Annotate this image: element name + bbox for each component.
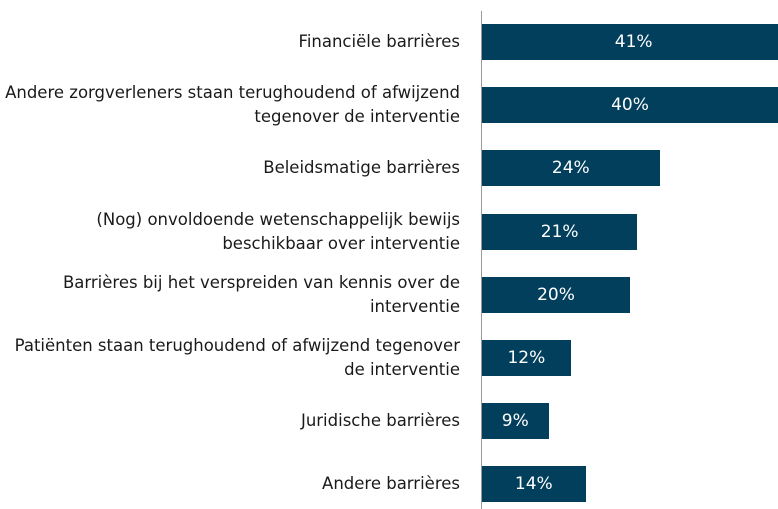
category-label: Beleidsmatige barrières — [263, 158, 460, 178]
category-label: Barrières bij het verspreiden van kennis… — [62, 272, 460, 316]
category-label: Andere barrières — [322, 474, 460, 494]
category-label: Financiële barrières — [298, 32, 460, 51]
bar — [482, 276, 630, 313]
value-label: 24% — [551, 158, 590, 179]
bar — [482, 466, 586, 503]
value-label: 9% — [501, 411, 529, 432]
bar — [482, 150, 660, 187]
value-label: 21% — [540, 221, 579, 242]
category-label: (Nog) onvoldoende wetenschappelijk bewij… — [96, 209, 460, 253]
bar — [482, 213, 638, 250]
category-label: Juridische barrières — [300, 411, 460, 431]
value-label: 12% — [507, 348, 546, 368]
bar — [482, 24, 778, 60]
bar — [482, 87, 778, 124]
bar — [482, 340, 571, 376]
value-label: 41% — [614, 32, 653, 52]
category-label: Patiënten staan terughoudend of afwijzen… — [14, 336, 460, 379]
category-label: Andere zorgverleners staan terughoudend … — [5, 83, 460, 127]
bar — [482, 403, 549, 440]
value-label: 14% — [514, 474, 553, 495]
value-label: 40% — [611, 95, 649, 116]
value-label: 20% — [537, 284, 575, 305]
axis-line — [481, 11, 482, 509]
